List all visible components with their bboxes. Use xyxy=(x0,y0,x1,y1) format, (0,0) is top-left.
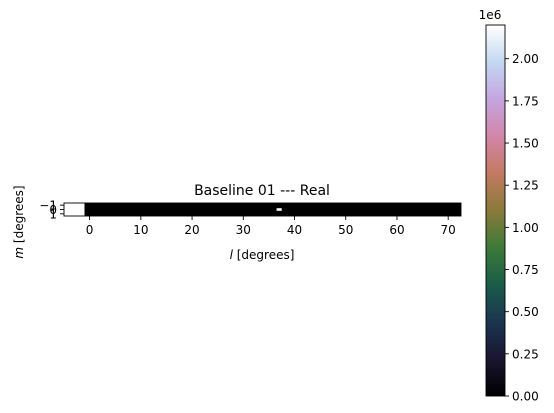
x-tick-label: 60 xyxy=(389,223,404,237)
colorbar-gradient xyxy=(486,25,505,396)
colorbar-tick-label: 1.00 xyxy=(512,221,539,235)
image-region-1 xyxy=(276,208,282,211)
x-tick-label: 70 xyxy=(441,223,456,237)
x-tick-label: 10 xyxy=(133,223,148,237)
x-axis-label: l [degrees] xyxy=(230,248,295,262)
x-tick-label: 50 xyxy=(338,223,353,237)
colorbar-tick-label: 1.75 xyxy=(512,94,539,108)
y-tick-label: −1 xyxy=(39,199,57,213)
x-tick-label: 20 xyxy=(184,223,199,237)
plot-area: 0 10 20 30 40 50 60 70−101 xyxy=(39,199,462,237)
image-background xyxy=(64,203,461,216)
colorbar-tick-label: 0.75 xyxy=(512,263,539,277)
colorbar-frame xyxy=(485,24,506,397)
y-axis-label: m [degrees] xyxy=(12,185,26,258)
chart-title: Baseline 01 --- Real xyxy=(194,183,330,199)
colorbar-tick-label: 0.50 xyxy=(512,305,539,319)
image-region-0 xyxy=(64,203,85,216)
colorbar-tick-label: 1.50 xyxy=(512,137,539,151)
colorbar: 0.00 0.25 0.50 0.75 1.00 1.25 1.50 1.75 2.00 xyxy=(485,24,539,404)
colorbar-tick-label: 0.00 xyxy=(512,390,539,404)
colorbar-tick-label: 1.25 xyxy=(512,179,539,193)
colorbar-offset-label: 1e6 xyxy=(479,8,502,22)
y-tick-label: 0 xyxy=(49,203,57,217)
y-tick-label: 1 xyxy=(49,207,57,221)
x-tick-label: 30 xyxy=(236,223,251,237)
colorbar-tick-label: 2.00 xyxy=(512,52,539,66)
colorbar-tick-label: 0.25 xyxy=(512,347,539,361)
x-tick-label: 0 xyxy=(86,223,94,237)
x-tick-label: 40 xyxy=(287,223,302,237)
